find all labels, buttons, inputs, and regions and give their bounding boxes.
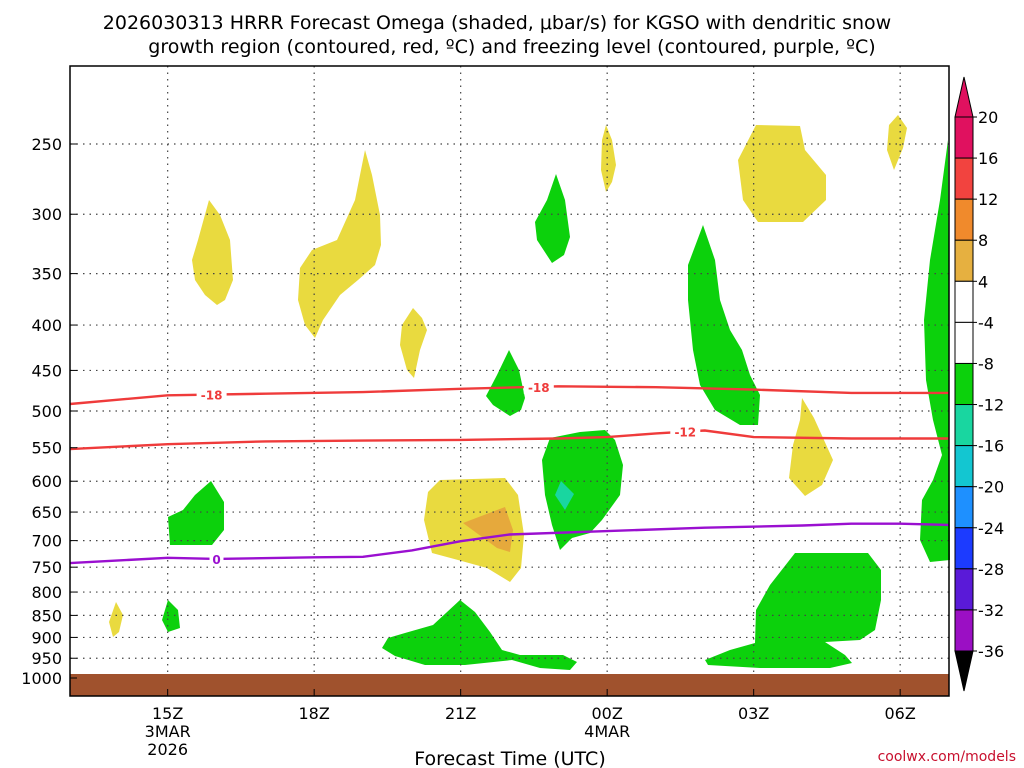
colorbar-label: 20 bbox=[978, 108, 998, 127]
colorbar-swatch bbox=[954, 116, 974, 159]
colorbar-label: -36 bbox=[978, 642, 1004, 661]
chart-title-line2: growth region (contoured, red, ºC) and f… bbox=[148, 36, 875, 58]
colorbar-swatch bbox=[954, 239, 974, 282]
colorbar-swatch bbox=[954, 280, 974, 323]
colorbar-swatch bbox=[954, 198, 974, 241]
y-tick-label: 250 bbox=[31, 135, 62, 154]
colorbar-label: -28 bbox=[978, 560, 1004, 579]
x-tick-label: 03Z bbox=[738, 704, 769, 723]
x-tick-date: 3MAR bbox=[145, 722, 191, 741]
colorbar-label: 8 bbox=[978, 231, 988, 250]
colorbar-label: -32 bbox=[978, 601, 1004, 620]
y-tick-label: 700 bbox=[31, 532, 62, 551]
x-tick-label: 18Z bbox=[299, 704, 330, 723]
contour-label: -18 bbox=[528, 381, 550, 395]
plot-frame bbox=[69, 65, 950, 697]
y-tick-label: 450 bbox=[31, 361, 62, 380]
colorbar-label: -8 bbox=[978, 354, 994, 373]
colorbar-label: 16 bbox=[978, 149, 998, 168]
x-tick-label: 21Z bbox=[445, 704, 476, 723]
x-tick-label: 15Z bbox=[152, 704, 183, 723]
contour-label-bg bbox=[196, 386, 227, 402]
y-tick-label: 1000 bbox=[21, 669, 62, 688]
credit-text: coolwx.com/models bbox=[878, 749, 1016, 765]
shade-green bbox=[382, 600, 577, 670]
y-tick-label: 750 bbox=[31, 558, 62, 577]
colorbar-swatch bbox=[954, 157, 974, 200]
shade-green bbox=[168, 481, 224, 545]
contour-dgz-minus-12 bbox=[69, 429, 949, 451]
shade-green bbox=[542, 430, 623, 550]
shade-green bbox=[920, 140, 950, 562]
colorbar-label: 4 bbox=[978, 272, 988, 291]
colorbar-swatch bbox=[954, 609, 974, 652]
colorbar-label: -4 bbox=[978, 313, 994, 332]
contour-lines: -18 -18 -12 0 bbox=[69, 378, 950, 567]
shade-yellow bbox=[887, 115, 907, 170]
contour-label-bg bbox=[670, 423, 701, 439]
colorbar-label: -24 bbox=[978, 519, 1004, 538]
colorbar-swatch bbox=[954, 568, 974, 611]
shade-teal bbox=[555, 481, 574, 510]
colorbar: 20 16 12 8 4 -4 -8 -12 -16 -20 -24 -28 -32 -36 bbox=[954, 76, 1004, 692]
colorbar-top-triangle bbox=[954, 76, 974, 118]
grid-lines bbox=[70, 66, 949, 696]
contour-label: 0 bbox=[212, 553, 220, 567]
colorbar-label: -16 bbox=[978, 437, 1004, 456]
contour-freezing-level bbox=[69, 522, 950, 565]
y-tick-label: 550 bbox=[31, 439, 62, 458]
y-tick-label: 400 bbox=[31, 316, 62, 335]
shade-green bbox=[688, 225, 760, 425]
shade-green bbox=[535, 174, 570, 263]
colorbar-label: 12 bbox=[978, 190, 998, 209]
shade-yellow bbox=[109, 602, 123, 637]
shade-yellow bbox=[192, 200, 233, 305]
shade-green bbox=[162, 600, 180, 632]
shade-yellow bbox=[601, 125, 616, 192]
ground-surface bbox=[70, 674, 949, 696]
shade-yellow bbox=[298, 150, 381, 338]
colorbar-swatch bbox=[954, 527, 974, 570]
y-tick-label: 650 bbox=[31, 503, 62, 522]
shade-orange bbox=[463, 507, 513, 552]
colorbar-swatch bbox=[954, 404, 974, 447]
x-tick-label: 06Z bbox=[885, 704, 916, 723]
y-tick-label: 300 bbox=[31, 205, 62, 224]
shade-yellow bbox=[738, 125, 826, 222]
x-tick-label: 00Z bbox=[592, 704, 623, 723]
contour-label-bg bbox=[523, 378, 554, 394]
y-tick-label: 850 bbox=[31, 606, 62, 625]
colorbar-swatch bbox=[954, 486, 974, 529]
y-tick-label: 600 bbox=[31, 472, 62, 491]
contour-label: -18 bbox=[201, 389, 223, 403]
colorbar-label: -12 bbox=[978, 396, 1004, 415]
x-tick-date: 4MAR bbox=[584, 722, 630, 741]
shade-green bbox=[705, 553, 881, 668]
shade-green bbox=[486, 350, 525, 416]
y-tick-label: 950 bbox=[31, 649, 62, 668]
colorbar-swatch bbox=[954, 321, 974, 364]
y-tick-label: 900 bbox=[31, 628, 62, 647]
colorbar-swatch bbox=[954, 445, 974, 488]
colorbar-swatch bbox=[954, 362, 974, 406]
y-tick-label: 500 bbox=[31, 402, 62, 421]
colorbar-bottom-triangle bbox=[954, 650, 974, 692]
y-axis: 250 300 350 400 450 500 550 600 650 700 750 800 850 9… bbox=[21, 135, 77, 688]
omega-shading bbox=[109, 115, 950, 670]
y-tick-label: 800 bbox=[31, 583, 62, 602]
contour-label: -12 bbox=[674, 426, 696, 440]
x-tick-year: 2026 bbox=[147, 740, 188, 759]
contour-label-bg bbox=[209, 550, 224, 566]
colorbar-label: -20 bbox=[978, 478, 1004, 497]
y-tick-label: 350 bbox=[31, 265, 62, 284]
shade-yellow bbox=[400, 308, 427, 378]
x-axis-label: Forecast Time (UTC) bbox=[414, 748, 605, 768]
shade-yellow bbox=[789, 398, 833, 496]
chart-title-line1: 2026030313 HRRR Forecast Omega (shaded, … bbox=[103, 12, 891, 34]
